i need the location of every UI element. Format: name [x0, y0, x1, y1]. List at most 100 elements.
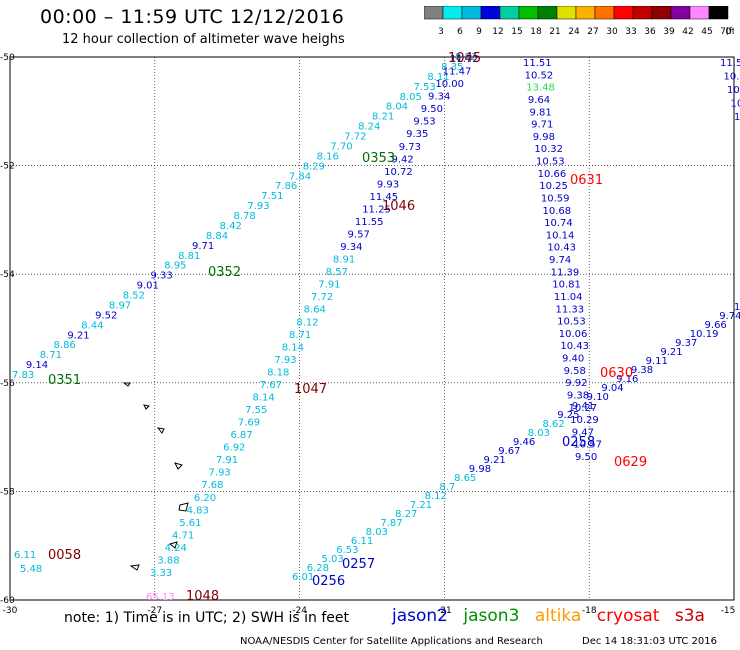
swh-value: 5.61: [179, 518, 201, 529]
swh-value: 10.29: [570, 415, 599, 426]
swh-value: 9.21: [660, 347, 682, 358]
pass-time-label: 0631: [570, 173, 603, 188]
credit-timestamp: Dec 14 18:31:03 UTC 2016: [582, 636, 717, 647]
swh-value: 10.3: [727, 85, 740, 96]
pass-time-label: 0352: [208, 265, 241, 280]
swh-value: 8.12: [296, 317, 318, 328]
pass-time-label: 0629: [614, 455, 647, 470]
swh-value: 10.32: [534, 144, 563, 155]
lat-label: -60: [0, 596, 15, 606]
swh-value: 9.98: [533, 132, 555, 143]
swh-value: 9.50: [575, 452, 597, 463]
swh-value: 8.05: [400, 92, 422, 103]
swh-value: 10.06: [559, 329, 588, 340]
swh-value: 7.91: [318, 280, 340, 291]
swh-value: 9.52: [95, 310, 117, 321]
swh-value: 9.93: [377, 179, 399, 190]
swh-value: 10.59: [541, 193, 570, 204]
swh-value: 9.04: [601, 383, 623, 394]
scale-label: 18: [530, 27, 542, 37]
swh-value: 8.14: [252, 392, 274, 403]
swh-value: 8.11: [427, 72, 449, 83]
scale-label: 6: [457, 27, 463, 37]
scale-label: 9: [476, 27, 482, 37]
swh-value: 9.37: [675, 338, 697, 349]
swh-value: 8.29: [303, 161, 325, 172]
swh-value: 11.72: [450, 54, 479, 65]
swh-value: 11.04: [554, 292, 583, 303]
island-outline: [178, 502, 189, 512]
swh-value: 7.70: [330, 141, 352, 152]
swh-value: 9.41: [572, 401, 594, 412]
scale-label: 36: [644, 27, 656, 37]
scale-label: 15: [511, 27, 522, 37]
swh-value: 7.72: [311, 292, 333, 303]
swh-value: 7.91: [216, 455, 238, 466]
pass-time-label: 1047: [294, 382, 327, 397]
swh-value: 8.71: [40, 350, 62, 361]
pass-time-label: 0257: [342, 557, 375, 572]
swh-value: 9.58: [564, 366, 586, 377]
sat-altika: altika: [534, 606, 582, 626]
swh-value: 10.32: [724, 72, 740, 83]
swh-value: 6.87: [230, 430, 252, 441]
scale-label: 3: [438, 27, 444, 37]
swh-value: 8.42: [220, 221, 242, 232]
swh-value: 10.43: [547, 243, 576, 254]
swh-value: 11.51: [523, 58, 552, 69]
swh-value: 7.67: [260, 380, 282, 391]
swh-value: 11.59: [720, 58, 740, 69]
swh-value: 6.92: [223, 443, 245, 454]
swh-value: 8.24: [358, 122, 380, 133]
pass-time-label: 1046: [382, 199, 415, 214]
swh-value: 7.72: [344, 132, 366, 143]
pass-time-label: 1048: [186, 589, 219, 604]
island-outline: [122, 382, 131, 387]
swh-value: 3.88: [157, 555, 179, 566]
swh-value: 8.65: [454, 473, 476, 484]
swh-value: 11: [734, 112, 740, 123]
swh-value: 9.33: [150, 271, 172, 282]
swh-value: 7.84: [289, 171, 311, 182]
swh-value: 10.03: [734, 302, 740, 313]
swh-value: 9.73: [399, 142, 421, 153]
swh-value: 8.16: [317, 151, 339, 162]
swh-value: 8.95: [164, 261, 186, 272]
pass-time-label: 0058: [48, 548, 81, 563]
swh-value: 9.34: [428, 92, 450, 103]
lat-label: -56: [0, 379, 15, 389]
swh-value: 4.71: [172, 530, 194, 541]
swh-value: 10.68: [543, 206, 572, 217]
sat-jason2: jason2: [392, 606, 448, 626]
swh-value: 10.66: [538, 169, 567, 180]
scale-label: 45: [701, 27, 712, 37]
swh-value: 8.71: [289, 330, 311, 341]
swh-value: 9.34: [340, 242, 362, 253]
lat-label: -52: [0, 162, 15, 172]
swh-value: 11.25: [362, 204, 391, 215]
lon-label: -24: [292, 606, 307, 616]
footer-note: note: 1) Time is in UTC; 2) SWH is in fe…: [64, 610, 350, 626]
scale-label: 27: [587, 27, 598, 37]
swh-value: 10.19: [690, 329, 719, 340]
swh-value: 8.18: [267, 367, 289, 378]
swh-value: 7.93: [209, 468, 231, 479]
swh-value: 7.83: [12, 370, 34, 381]
swh-value: 8.64: [304, 305, 326, 316]
swh-value: 10.72: [384, 167, 413, 178]
swh-value: 7.21: [410, 500, 432, 511]
swh-value: 10.43: [560, 341, 589, 352]
page-subtitle: 12 hour collection of altimeter wave hei…: [62, 32, 345, 47]
island-outline: [174, 462, 183, 470]
swh-value: 10.5: [731, 99, 740, 110]
swh-value: 8.03: [366, 527, 388, 538]
swh-value: 9.38: [631, 365, 653, 376]
swh-value: 10.00: [435, 79, 464, 90]
swh-value: 4.83: [187, 505, 209, 516]
sat-cryosat: cryosat: [596, 606, 660, 626]
swh-value: 9.81: [530, 107, 552, 118]
swh-value: 9.50: [421, 104, 443, 115]
lon-label: -30: [3, 606, 18, 616]
